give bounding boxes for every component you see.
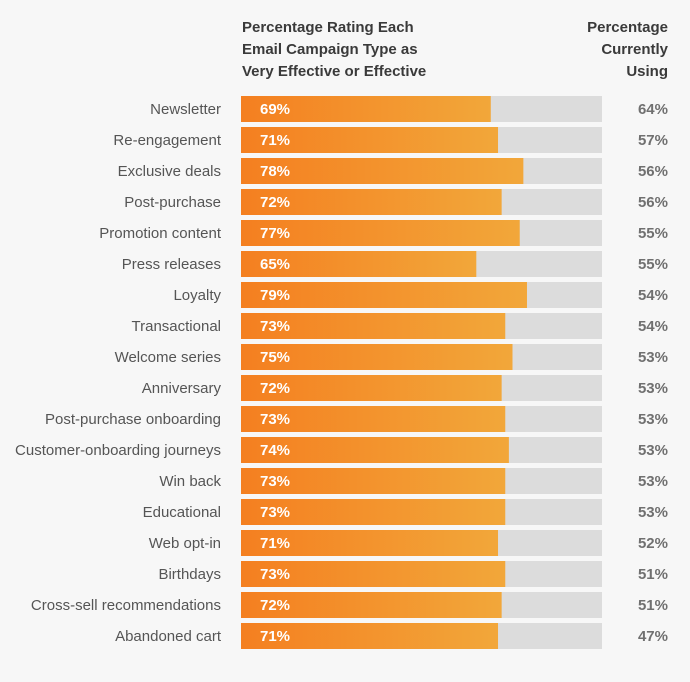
- effectiveness-value: 72%: [260, 194, 290, 211]
- effectiveness-bar: [241, 499, 506, 525]
- usage-value: 54%: [638, 287, 668, 304]
- effectiveness-value: 73%: [260, 318, 290, 335]
- usage-value: 53%: [638, 473, 668, 490]
- effectiveness-bar: [241, 127, 499, 153]
- effectiveness-value: 65%: [260, 256, 290, 273]
- effectiveness-value: 74%: [260, 442, 290, 459]
- usage-value: 51%: [638, 597, 668, 614]
- effectiveness-bar: [241, 251, 477, 277]
- category-label: Birthdays: [158, 566, 221, 583]
- effectiveness-bar: [241, 561, 506, 587]
- usage-value: 55%: [638, 256, 668, 273]
- effectiveness-value: 71%: [260, 132, 290, 149]
- effectiveness-value: 73%: [260, 566, 290, 583]
- usage-value: 52%: [638, 535, 668, 552]
- category-label: Educational: [143, 504, 221, 521]
- effectiveness-value: 72%: [260, 597, 290, 614]
- category-label: Loyalty: [173, 287, 221, 304]
- effectiveness-value: 75%: [260, 349, 290, 366]
- usage-value: 53%: [638, 442, 668, 459]
- category-label: Post-purchase onboarding: [45, 411, 221, 428]
- effectiveness-bar: [241, 592, 502, 618]
- effectiveness-value: 78%: [260, 163, 290, 180]
- effectiveness-bar: [241, 282, 527, 308]
- category-label: Welcome series: [115, 349, 221, 366]
- effectiveness-bar: [241, 189, 502, 215]
- usage-value: 57%: [638, 132, 668, 149]
- usage-value: 55%: [638, 225, 668, 242]
- category-label: Transactional: [132, 318, 222, 335]
- usage-value: 53%: [638, 349, 668, 366]
- effectiveness-value: 73%: [260, 504, 290, 521]
- usage-value: 54%: [638, 318, 668, 335]
- category-label: Anniversary: [142, 380, 222, 397]
- usage-value: 53%: [638, 380, 668, 397]
- effectiveness-value: 77%: [260, 225, 290, 242]
- effectiveness-value: 69%: [260, 101, 290, 118]
- effectiveness-value: 79%: [260, 287, 290, 304]
- usage-value: 53%: [638, 411, 668, 428]
- effectiveness-bar: [241, 530, 499, 556]
- category-label: Press releases: [122, 256, 221, 273]
- category-label: Web opt-in: [149, 535, 221, 552]
- effectiveness-bar: [241, 313, 506, 339]
- effectiveness-bar: [241, 375, 502, 401]
- effectiveness-bar: [241, 406, 506, 432]
- category-label: Win back: [159, 473, 221, 490]
- usage-header: Percentage Currently Using: [587, 19, 668, 80]
- effectiveness-value: 73%: [260, 411, 290, 428]
- effectiveness-bar: [241, 96, 491, 122]
- category-label: Post-purchase: [124, 194, 221, 211]
- usage-value: 56%: [638, 194, 668, 211]
- effectiveness-bar: [241, 468, 506, 494]
- category-label: Abandoned cart: [115, 628, 222, 645]
- usage-value: 47%: [638, 628, 668, 645]
- usage-value: 51%: [638, 566, 668, 583]
- effectiveness-value: 71%: [260, 628, 290, 645]
- category-label: Newsletter: [150, 101, 221, 118]
- category-label: Promotion content: [99, 225, 222, 242]
- effectiveness-value: 73%: [260, 473, 290, 490]
- effectiveness-value: 72%: [260, 380, 290, 397]
- effectiveness-bar: [241, 344, 513, 370]
- effectiveness-bar: [241, 158, 524, 184]
- effectiveness-bar: [241, 623, 499, 649]
- usage-value: 53%: [638, 504, 668, 521]
- effectiveness-value: 71%: [260, 535, 290, 552]
- usage-value: 64%: [638, 101, 668, 118]
- category-label: Re-engagement: [113, 132, 221, 149]
- effectiveness-bar: [241, 220, 520, 246]
- category-label: Exclusive deals: [118, 163, 221, 180]
- usage-value: 56%: [638, 163, 668, 180]
- category-label: Customer-onboarding journeys: [15, 442, 221, 459]
- effectiveness-header: Percentage Rating Each Email Campaign Ty…: [242, 19, 427, 80]
- effectiveness-bar: [241, 437, 509, 463]
- category-label: Cross-sell recommendations: [31, 597, 221, 614]
